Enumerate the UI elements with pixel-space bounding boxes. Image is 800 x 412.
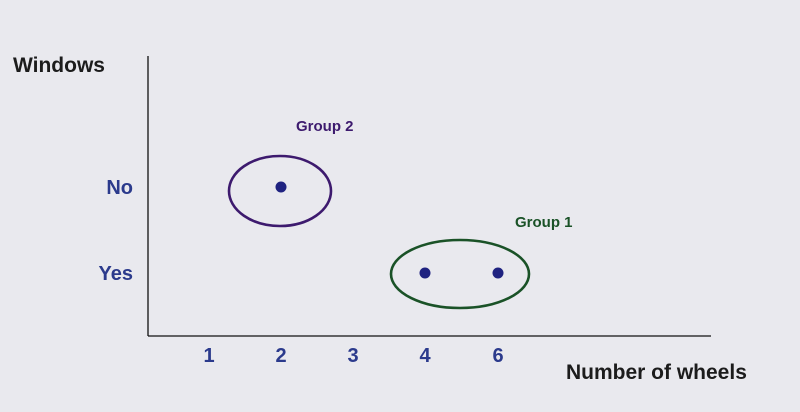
y-tick-label-no: No — [106, 177, 133, 199]
x-tick-label-6: 6 — [492, 345, 503, 367]
tick-labels: 1 2 3 4 6 Yes No — [99, 177, 504, 367]
group-label-group-2: Group 2 — [296, 118, 354, 135]
x-axis-title: Number of wheels — [566, 361, 747, 384]
y-axis-title: Windows — [13, 54, 105, 77]
x-tick-label-3: 3 — [347, 345, 358, 367]
group-labels: Group 2 Group 1 — [296, 118, 573, 231]
group-ellipses — [227, 154, 531, 310]
axes — [147, 56, 711, 337]
y-tick-label-yes: Yes — [99, 263, 133, 285]
data-point-2-no — [275, 181, 287, 193]
data-point-4-yes — [419, 267, 431, 279]
group-ellipse-group-2 — [227, 154, 333, 228]
group-ellipse-group-1 — [389, 238, 531, 310]
x-tick-label-1: 1 — [203, 345, 214, 367]
x-tick-label-2: 2 — [275, 345, 286, 367]
data-points — [275, 181, 504, 279]
x-tick-label-4: 4 — [419, 345, 431, 367]
data-point-6-yes — [492, 267, 504, 279]
group-label-group-1: Group 1 — [515, 214, 573, 231]
